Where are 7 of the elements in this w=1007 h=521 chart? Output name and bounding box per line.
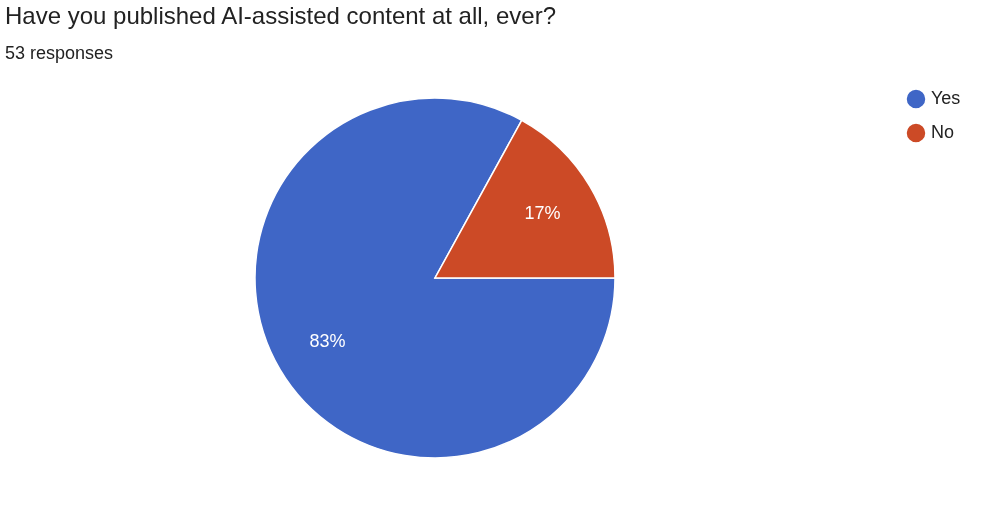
text: 53 responses [5, 43, 114, 63]
pie-slice [254, 97, 616, 459]
data-label: 83% [309, 330, 346, 351]
legend-label: Yes [931, 88, 961, 108]
legend-label: No [931, 122, 955, 142]
data-label: 17% [524, 203, 561, 224]
chart-title: Have you published AI-assisted content at all, ever? [5, 2, 556, 29]
